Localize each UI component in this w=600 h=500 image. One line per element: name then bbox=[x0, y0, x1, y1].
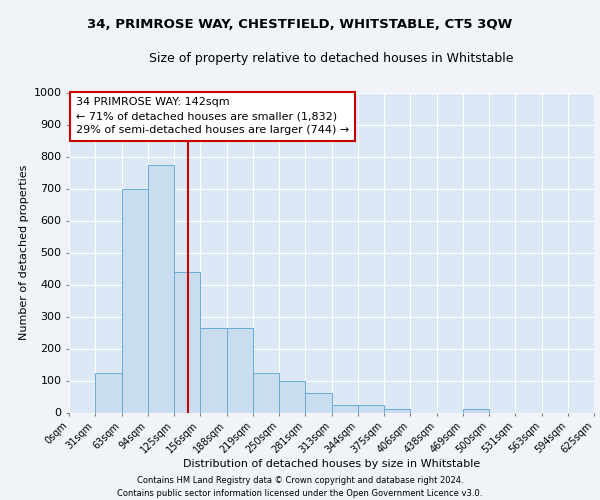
X-axis label: Distribution of detached houses by size in Whitstable: Distribution of detached houses by size … bbox=[183, 459, 480, 469]
Text: 34 PRIMROSE WAY: 142sqm
← 71% of detached houses are smaller (1,832)
29% of semi: 34 PRIMROSE WAY: 142sqm ← 71% of detache… bbox=[76, 98, 349, 136]
Bar bbox=[332, 404, 358, 412]
Bar bbox=[463, 410, 489, 412]
Bar bbox=[148, 164, 174, 412]
Bar bbox=[122, 188, 148, 412]
Bar bbox=[384, 410, 410, 412]
Bar bbox=[200, 328, 227, 412]
Bar bbox=[358, 404, 384, 412]
Bar bbox=[279, 380, 305, 412]
Bar bbox=[253, 372, 279, 412]
Text: 34, PRIMROSE WAY, CHESTFIELD, WHITSTABLE, CT5 3QW: 34, PRIMROSE WAY, CHESTFIELD, WHITSTABLE… bbox=[88, 18, 512, 30]
Text: Contains public sector information licensed under the Open Government Licence v3: Contains public sector information licen… bbox=[118, 489, 482, 498]
Bar bbox=[95, 372, 122, 412]
Y-axis label: Number of detached properties: Number of detached properties bbox=[19, 165, 29, 340]
Bar bbox=[174, 272, 200, 412]
Title: Size of property relative to detached houses in Whitstable: Size of property relative to detached ho… bbox=[149, 52, 514, 65]
Text: Contains HM Land Registry data © Crown copyright and database right 2024.: Contains HM Land Registry data © Crown c… bbox=[137, 476, 463, 485]
Bar bbox=[227, 328, 253, 412]
Bar bbox=[305, 394, 332, 412]
